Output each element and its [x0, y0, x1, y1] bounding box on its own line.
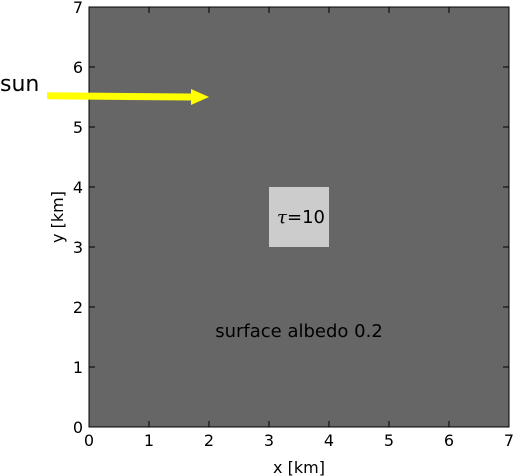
sun-arrow-head — [191, 89, 209, 105]
y-tick-label-7: 7 — [73, 0, 83, 17]
x-tick-label-0: 0 — [84, 431, 94, 450]
axis-tick-labels: 0 1 2 3 4 5 6 7 0 1 2 3 4 5 6 7 — [73, 0, 514, 450]
sun-arrow — [46, 89, 209, 105]
x-tick-label-1: 1 — [144, 431, 154, 450]
x-tick-label-7: 7 — [504, 431, 514, 450]
x-tick-label-4: 4 — [324, 431, 334, 450]
y-tick-label-2: 2 — [73, 298, 83, 317]
x-tick-label-6: 6 — [444, 431, 454, 450]
y-tick-label-5: 5 — [73, 118, 83, 137]
y-tick-label-6: 6 — [73, 58, 83, 77]
y-axis-title: y [km] — [48, 191, 67, 243]
y-tick-label-3: 3 — [73, 238, 83, 257]
sun-arrow-shaft — [46, 92, 192, 101]
tau-value: =10 — [287, 207, 325, 228]
cloud-optical-depth-label: τ=10 — [277, 207, 325, 228]
x-tick-label-5: 5 — [384, 431, 394, 450]
x-tick-label-3: 3 — [264, 431, 274, 450]
x-tick-label-2: 2 — [204, 431, 214, 450]
sun-label: sun — [0, 72, 39, 97]
y-tick-label-4: 4 — [73, 178, 83, 197]
plot-frame — [88, 6, 510, 428]
surface-albedo-label: surface albedo 0.2 — [215, 321, 383, 342]
y-tick-label-0: 0 — [73, 418, 83, 437]
x-axis-title: x [km] — [273, 458, 325, 476]
tau-symbol: τ — [277, 207, 288, 228]
y-tick-label-1: 1 — [73, 358, 83, 377]
cloud-region — [269, 187, 329, 247]
